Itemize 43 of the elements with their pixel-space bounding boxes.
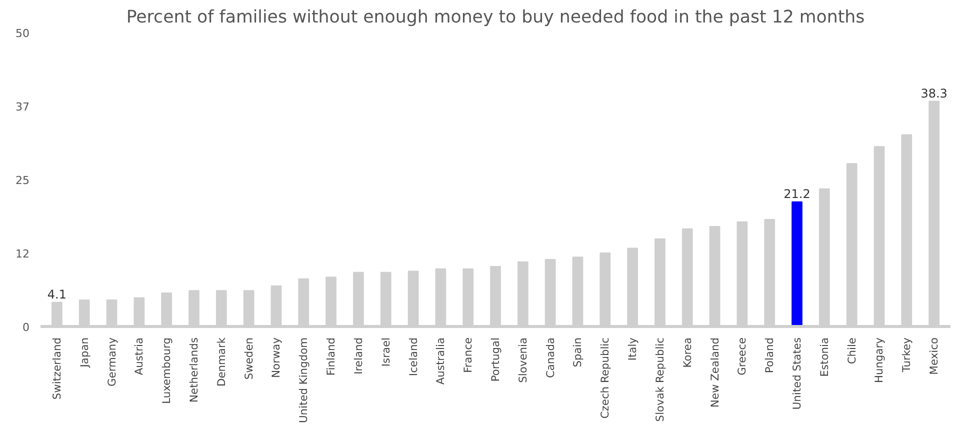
x-tick-label: Chile: [845, 338, 858, 364]
bar: [792, 201, 802, 326]
y-tick-label: 37: [16, 100, 30, 114]
x-tick-label: Japan: [78, 337, 91, 368]
x-tick-label: Ireland: [352, 337, 365, 374]
x-tick-label: Slovenia: [516, 337, 530, 383]
x-tick-label: Czech Republic: [598, 337, 612, 419]
x-tick-label: Mexico: [928, 337, 941, 375]
x-tick-label: Switzerland: [50, 337, 64, 400]
x-tick-label: Germany: [105, 337, 118, 386]
x-tick-label: Austria: [132, 337, 146, 376]
data-label: 38.3: [920, 86, 948, 100]
x-tick-label: Sweden: [242, 337, 256, 380]
x-tick-label: United Kingdom: [297, 338, 310, 424]
x-tick-label: Israel: [379, 338, 392, 367]
x-tick-label: France: [462, 337, 475, 373]
data-label: 4.1: [47, 287, 66, 302]
chart-title: Percent of families without enough money to buy needed food in the past 12 months: [126, 8, 865, 28]
x-tick-label: Estonia: [818, 337, 831, 377]
x-tick-label: Netherlands: [187, 337, 200, 402]
x-tick-label: Norway: [270, 337, 283, 378]
y-tick-label: 12: [16, 248, 30, 260]
x-tick-label: United States: [790, 337, 804, 410]
x-tick-label: Turkey: [900, 337, 914, 374]
data-label: 21.2: [784, 186, 810, 201]
x-tick-label: Spain: [571, 337, 584, 368]
x-tick-label: Iceland: [406, 337, 420, 376]
y-tick-label: 25: [16, 174, 30, 187]
x-tick-label: Finland: [324, 338, 338, 376]
x-tick-label: New Zealand: [708, 337, 722, 408]
x-tick-label: Slovak Republic: [653, 337, 666, 422]
x-tick-label: Denmark: [214, 336, 228, 386]
x-tick-label: Italy: [626, 337, 640, 361]
x-tick-label: Portugal: [489, 337, 502, 382]
x-tick-label: Poland: [763, 337, 776, 374]
x-tick-label: Canada: [544, 337, 557, 378]
y-tick-label: 0: [22, 321, 30, 334]
x-tick-label: Hungary: [872, 337, 886, 383]
x-tick-label: Luxembourg: [160, 337, 174, 404]
y-tick-label: 50: [16, 27, 30, 40]
x-tick-label: Korea: [680, 337, 694, 368]
x-tick-label: Australia: [434, 337, 448, 385]
x-tick-label: Greece: [736, 337, 749, 376]
